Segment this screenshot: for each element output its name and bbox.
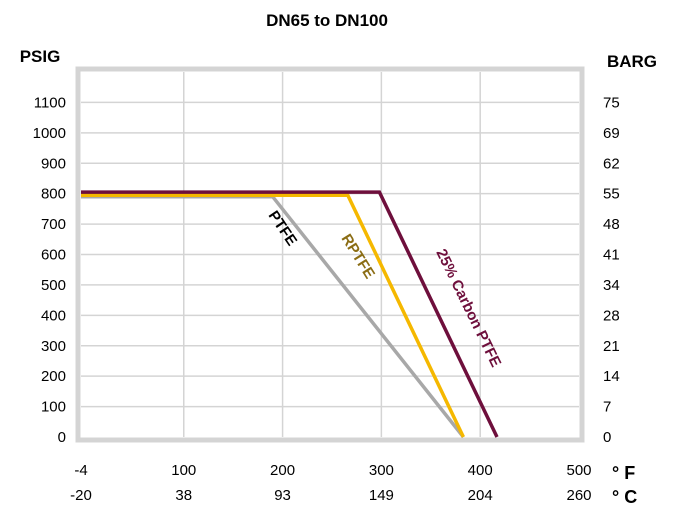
x-tick-label-f: 400 bbox=[468, 462, 493, 479]
x-unit-fahrenheit: ° F bbox=[612, 463, 635, 483]
y-left-tick-label: 1100 bbox=[34, 94, 66, 111]
y-right-tick-label: 34 bbox=[603, 277, 620, 294]
tick-labels: 0 0 100 7 200 14 300 21 400 28 500 34 600 41 700 48 800 5… bbox=[33, 94, 620, 504]
y-right-tick-label: 14 bbox=[603, 368, 620, 385]
y-left-tick-label: 200 bbox=[41, 368, 66, 385]
y-right-tick-label: 28 bbox=[603, 307, 620, 324]
series-lines bbox=[81, 190, 499, 439]
y-right-tick-label: 48 bbox=[603, 216, 620, 233]
y-right-tick-label: 62 bbox=[603, 155, 620, 172]
y-right-tick-label: 21 bbox=[603, 338, 620, 355]
x-tick-label-c: 93 bbox=[274, 487, 291, 504]
series-line-25-carbon-ptfe bbox=[81, 190, 499, 438]
y-left-tick-label: 400 bbox=[41, 307, 66, 324]
y-left-axis-title: PSIG bbox=[20, 47, 61, 66]
y-left-tick-label: 900 bbox=[41, 155, 66, 172]
y-right-tick-label: 55 bbox=[603, 186, 620, 203]
x-unit-celsius: ° C bbox=[612, 487, 637, 507]
y-left-tick-label: 100 bbox=[41, 399, 66, 416]
y-right-tick-label: 0 bbox=[603, 429, 611, 446]
y-right-axis-title: BARG bbox=[607, 52, 657, 71]
series-line-rptfe bbox=[81, 193, 465, 438]
y-right-tick-label: 7 bbox=[603, 399, 611, 416]
x-tick-label-f: 300 bbox=[369, 462, 394, 479]
x-tick-label-c: 149 bbox=[369, 487, 394, 504]
y-left-tick-label: 300 bbox=[41, 338, 66, 355]
y-left-tick-label: 600 bbox=[41, 247, 66, 264]
y-left-tick-label: 0 bbox=[58, 429, 66, 446]
x-tick-label-c: 260 bbox=[566, 487, 591, 504]
x-tick-label-f: 200 bbox=[270, 462, 295, 479]
y-right-tick-label: 69 bbox=[603, 125, 620, 142]
y-left-tick-label: 800 bbox=[41, 186, 66, 203]
x-tick-label-f: 100 bbox=[171, 462, 196, 479]
x-tick-label-c: -20 bbox=[70, 487, 92, 504]
x-tick-label-c: 204 bbox=[468, 487, 493, 504]
y-right-tick-label: 41 bbox=[603, 247, 620, 264]
x-tick-label-f: -4 bbox=[74, 462, 87, 479]
y-left-tick-label: 1000 bbox=[33, 125, 66, 142]
y-left-tick-label: 500 bbox=[41, 277, 66, 294]
y-right-tick-label: 75 bbox=[603, 94, 620, 111]
chart-title: DN65 to DN100 bbox=[266, 11, 388, 30]
x-tick-label-c: 38 bbox=[175, 487, 192, 504]
gridlines bbox=[81, 72, 579, 437]
x-tick-label-f: 500 bbox=[566, 462, 591, 479]
y-left-tick-label: 700 bbox=[41, 216, 66, 233]
